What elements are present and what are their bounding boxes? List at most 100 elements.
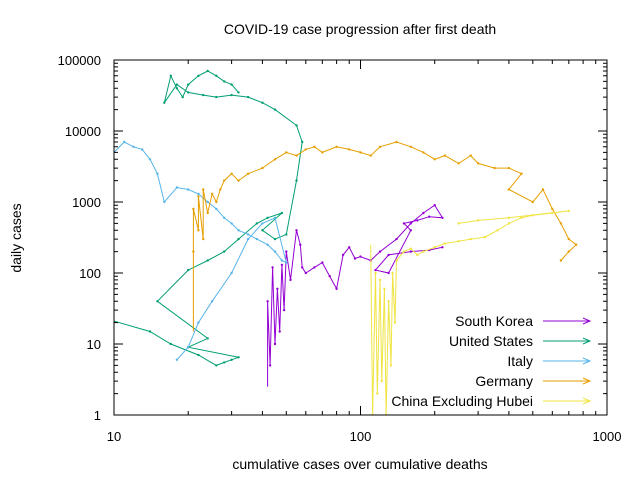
- series-point: [156, 300, 159, 303]
- series-point: [169, 342, 172, 346]
- series-point: [210, 192, 214, 196]
- x-tick-label: 1000: [593, 429, 622, 444]
- series-point: [261, 166, 264, 170]
- series-point: [223, 361, 226, 364]
- legend-entry: Germany: [475, 373, 592, 389]
- series-point: [507, 216, 511, 219]
- series-point: [187, 346, 190, 349]
- series-point: [215, 200, 218, 204]
- series-point: [304, 271, 307, 275]
- plot-frame: [113, 59, 608, 416]
- legend: South Korea United States Italy Germany Chin…: [391, 313, 592, 409]
- series-point: [271, 266, 274, 269]
- series-point: [541, 188, 545, 191]
- series-point: [295, 179, 298, 182]
- series-point: [443, 242, 447, 245]
- series-point: [197, 229, 200, 232]
- series-point: [433, 204, 436, 207]
- series-point: [409, 222, 412, 225]
- series-point: [507, 188, 511, 191]
- axis-ticks: 10 100 1000 1 10 100 1000 10000 100000: [58, 53, 622, 444]
- series-point: [230, 93, 233, 97]
- series-point: [301, 140, 304, 144]
- series-point: [273, 216, 277, 219]
- series-point: [273, 237, 277, 241]
- y-tick-label: 100: [79, 266, 101, 281]
- legend-entry: China Excluding Hubei: [391, 393, 592, 409]
- series-point: [507, 166, 511, 170]
- series-point: [197, 321, 200, 324]
- series-point: [441, 216, 444, 219]
- series-point: [202, 188, 205, 191]
- series-point: [169, 74, 172, 78]
- legend-label: Italy: [507, 353, 533, 369]
- y-axis-label: daily cases: [8, 203, 24, 272]
- series-point: [433, 246, 436, 249]
- series-point: [266, 243, 269, 246]
- series-point: [187, 83, 190, 86]
- series-point: [230, 271, 233, 275]
- series-point: [493, 166, 496, 170]
- series-point: [387, 300, 390, 303]
- series-point: [457, 240, 460, 243]
- series-point: [246, 233, 250, 236]
- series-point: [531, 200, 534, 204]
- series-point: [230, 222, 233, 225]
- series-point: [409, 247, 412, 250]
- series-point: [202, 93, 205, 97]
- series-point: [278, 330, 281, 333]
- series-point: [457, 222, 460, 225]
- series-point: [215, 364, 218, 367]
- series-point: [383, 287, 386, 290]
- legend-label: China Excluding Hubei: [391, 393, 533, 409]
- series-point: [163, 200, 166, 204]
- series-point: [223, 216, 226, 219]
- series-point: [266, 216, 269, 219]
- series-point: [313, 145, 316, 148]
- legend-label: Germany: [475, 373, 533, 389]
- series-point: [175, 87, 179, 90]
- series-line: [114, 141, 288, 361]
- series-point: [261, 101, 264, 104]
- series-point: [567, 209, 570, 213]
- series-point: [531, 214, 534, 217]
- series-point: [285, 233, 288, 236]
- series-point: [140, 148, 144, 151]
- series-point: [496, 229, 499, 232]
- series-point: [507, 222, 511, 225]
- series-point: [187, 268, 190, 272]
- series-point: [409, 250, 412, 253]
- series-point: [197, 195, 200, 198]
- series-point: [374, 271, 377, 275]
- series-point: [187, 188, 190, 191]
- series-point: [215, 95, 218, 99]
- series-point: [387, 271, 390, 275]
- series-point: [273, 342, 277, 346]
- series-point: [402, 250, 406, 253]
- series-point: [299, 243, 302, 246]
- series-point: [395, 259, 398, 262]
- legend-arrowhead: [582, 397, 592, 405]
- series-point: [433, 158, 436, 161]
- series-point: [469, 154, 472, 157]
- series-point: [422, 151, 425, 154]
- series-point: [476, 219, 480, 222]
- series-point: [295, 154, 298, 157]
- series-point: [321, 261, 324, 264]
- series-point: [246, 237, 250, 241]
- series-point: [148, 158, 152, 161]
- legend-arrowhead: [582, 357, 592, 365]
- series-point: [416, 219, 419, 222]
- series-point: [237, 356, 240, 359]
- series-point: [443, 154, 447, 157]
- x-tick-label: 10: [107, 429, 121, 444]
- series-point: [476, 162, 480, 165]
- series-point: [206, 200, 209, 204]
- series-line: [267, 204, 444, 387]
- series-point: [280, 259, 284, 262]
- series-point: [559, 222, 563, 225]
- series-point: [389, 364, 393, 367]
- series-point: [261, 222, 264, 225]
- series-point: [378, 145, 382, 148]
